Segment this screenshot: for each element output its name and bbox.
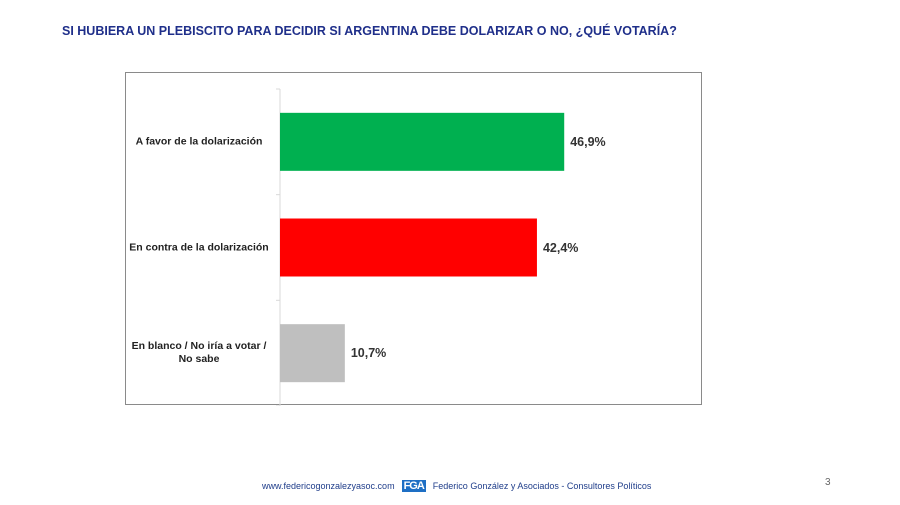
footer: www.federicogonzalezyasoc.com FGA Federi… — [262, 480, 651, 492]
website-link[interactable]: www.federicogonzalezyasoc.com — [262, 481, 395, 491]
category-label: En blanco / No iría a votar / No sabe — [131, 340, 267, 366]
bar-chart: A favor de la dolarización 46,9% En contra… — [125, 72, 702, 406]
category-label: En contra de la dolarización — [129, 241, 269, 253]
company-name: Federico González y Asociados - Consulto… — [432, 481, 652, 491]
bar — [280, 112, 565, 171]
slide-title: SI HUBIERA UN PLEBISCITO PARA DECIDIR SI… — [62, 24, 677, 38]
category-label: A favor de la dolarización — [135, 135, 263, 148]
data-label: 42,4% — [542, 240, 579, 255]
chart-svg — [276, 88, 565, 406]
data-label: 46,9% — [570, 134, 606, 149]
bar — [280, 218, 537, 277]
data-label: 10,7% — [350, 346, 387, 361]
page-number: 3 — [825, 477, 831, 488]
fga-logo: FGA — [401, 480, 426, 492]
bar — [280, 324, 345, 383]
